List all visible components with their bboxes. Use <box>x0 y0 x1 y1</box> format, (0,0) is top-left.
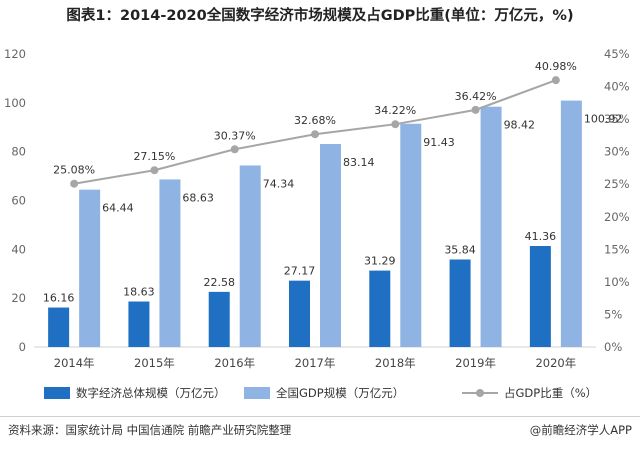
legend-swatch-gdp <box>244 387 270 399</box>
gdp-bar <box>239 165 261 347</box>
source-note: 资料来源：国家统计局 中国信通院 前瞻产业研究院整理 <box>8 423 292 437</box>
y-right-tick-label: 30% <box>604 145 630 159</box>
legend-label-ratio: 占GDP比重（%） <box>504 386 597 400</box>
y-left-tick-label: 100 <box>4 96 26 110</box>
y-left-tick-label: 120 <box>4 47 26 61</box>
ratio-point <box>551 76 560 85</box>
gdp-bar <box>320 143 341 347</box>
gdp-value-label: 68.63 <box>182 191 214 204</box>
brand-credit: @前瞻经济学人APP <box>529 423 632 437</box>
legend-swatch-digital-economy <box>44 387 70 399</box>
digital-economy-value-label: 27.17 <box>284 265 316 278</box>
gdp-value-label: 91.43 <box>423 136 455 149</box>
legend-label-digital-economy: 数字经济总体规模（万亿元） <box>76 386 226 400</box>
x-tick-label: 2017年 <box>295 356 336 370</box>
digital-economy-bar <box>529 246 551 347</box>
legend-marker-ratio <box>476 389 484 397</box>
y-left-tick-label: 0 <box>19 340 26 354</box>
gdp-bar <box>400 123 422 347</box>
gdp-value-label: 74.34 <box>263 177 295 190</box>
y-right-tick-label: 10% <box>604 275 630 289</box>
ratio-point <box>70 179 79 188</box>
x-tick-label: 2020年 <box>535 356 576 370</box>
digital-economy-value-label: 16.16 <box>43 292 75 305</box>
digital-economy-value-label: 41.36 <box>525 230 557 243</box>
gdp-bar <box>159 179 181 347</box>
ratio-value-label: 36.42% <box>455 90 497 103</box>
y-right-tick-label: 5% <box>604 307 622 321</box>
ratio-value-label: 32.68% <box>294 114 336 127</box>
y-left-tick-label: 40 <box>11 242 26 256</box>
ratio-point <box>230 145 239 154</box>
x-tick-label: 2015年 <box>134 356 175 370</box>
y-left-tick-label: 60 <box>11 194 26 208</box>
y-right-tick-label: 35% <box>604 112 630 126</box>
gdp-value-label: 100.92 <box>584 113 623 126</box>
y-left-tick-label: 80 <box>11 145 26 159</box>
ratio-point <box>150 166 159 175</box>
digital-economy-value-label: 18.63 <box>123 286 155 299</box>
ratio-point <box>311 130 319 139</box>
footer-divider <box>0 416 640 417</box>
digital-economy-bar <box>128 301 150 347</box>
x-tick-label: 2014年 <box>54 356 95 370</box>
gdp-value-label: 64.44 <box>102 202 133 215</box>
ratio-value-label: 40.98% <box>535 60 577 73</box>
y-right-tick-label: 25% <box>604 177 630 191</box>
ratio-point <box>391 120 400 129</box>
digital-economy-value-label: 31.29 <box>364 255 396 268</box>
y-right-tick-label: 20% <box>604 210 630 224</box>
y-right-tick-label: 15% <box>604 242 630 256</box>
ratio-value-label: 25.08% <box>53 164 95 177</box>
digital-economy-bar <box>449 259 471 347</box>
ratio-value-label: 27.15% <box>133 150 175 163</box>
digital-economy-value-label: 35.84 <box>444 243 476 256</box>
gdp-bar <box>480 106 502 348</box>
ratio-value-label: 34.22% <box>374 104 416 117</box>
y-right-tick-label: 40% <box>604 80 630 94</box>
digital-economy-bar <box>289 280 310 347</box>
ratio-point <box>471 105 480 114</box>
digital-economy-value-label: 22.58 <box>203 276 235 289</box>
x-tick-label: 2019年 <box>455 356 496 370</box>
digital-economy-bar <box>208 291 230 347</box>
gdp-value-label: 98.42 <box>504 119 535 132</box>
legend-label-gdp: 全国GDP规模（万亿元） <box>276 386 404 400</box>
x-tick-label: 2016年 <box>214 356 255 370</box>
gdp-bar <box>79 189 101 347</box>
digital-economy-bar <box>369 270 391 347</box>
ratio-value-label: 30.37% <box>214 129 256 142</box>
x-tick-label: 2018年 <box>375 356 416 370</box>
chart-title: 图表1：2014-2020全国数字经济市场规模及占GDP比重(单位：万亿元，%) <box>66 8 574 24</box>
y-right-tick-label: 0% <box>604 340 622 354</box>
gdp-value-label: 83.14 <box>343 156 375 169</box>
y-right-tick-label: 45% <box>604 47 630 61</box>
y-left-tick-label: 20 <box>11 291 26 305</box>
digital-economy-bar <box>48 307 70 347</box>
gdp-bar <box>560 100 582 347</box>
